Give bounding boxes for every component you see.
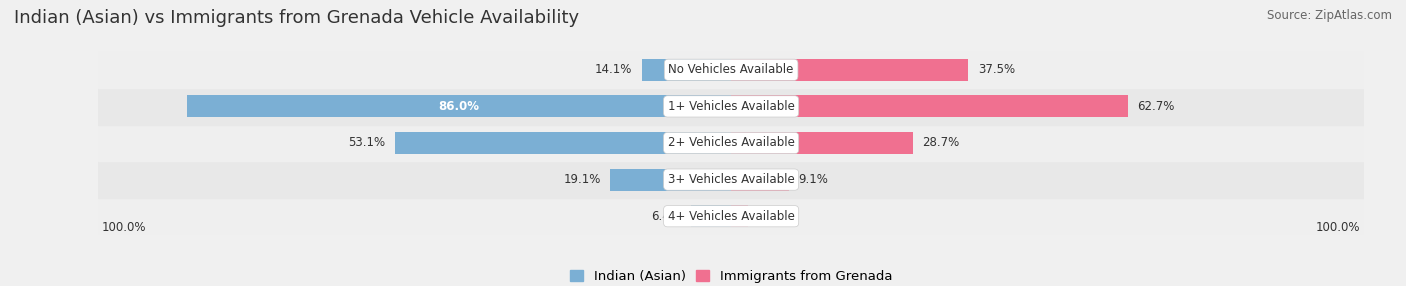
Text: No Vehicles Available: No Vehicles Available bbox=[668, 63, 794, 76]
Text: 37.5%: 37.5% bbox=[977, 63, 1015, 76]
Text: 14.1%: 14.1% bbox=[595, 63, 633, 76]
Text: 28.7%: 28.7% bbox=[922, 136, 959, 150]
Bar bbox=[731, 169, 789, 190]
Text: 62.7%: 62.7% bbox=[1137, 100, 1174, 113]
Text: Indian (Asian) vs Immigrants from Grenada Vehicle Availability: Indian (Asian) vs Immigrants from Grenad… bbox=[14, 9, 579, 27]
Bar bbox=[98, 51, 1364, 88]
Bar bbox=[731, 96, 1128, 117]
Text: 100.0%: 100.0% bbox=[101, 221, 146, 234]
Bar bbox=[643, 59, 731, 81]
Text: 9.1%: 9.1% bbox=[799, 173, 828, 186]
Bar bbox=[731, 59, 969, 81]
Text: 2+ Vehicles Available: 2+ Vehicles Available bbox=[668, 136, 794, 150]
Bar bbox=[187, 96, 731, 117]
Bar bbox=[690, 205, 731, 227]
Text: 3+ Vehicles Available: 3+ Vehicles Available bbox=[668, 173, 794, 186]
Bar bbox=[98, 198, 1364, 235]
Bar bbox=[731, 205, 748, 227]
Bar bbox=[395, 132, 731, 154]
Text: 19.1%: 19.1% bbox=[564, 173, 600, 186]
Bar bbox=[610, 169, 731, 190]
Text: 4+ Vehicles Available: 4+ Vehicles Available bbox=[668, 210, 794, 223]
Bar bbox=[731, 132, 912, 154]
Text: Source: ZipAtlas.com: Source: ZipAtlas.com bbox=[1267, 9, 1392, 21]
Bar bbox=[98, 161, 1364, 198]
Text: 1+ Vehicles Available: 1+ Vehicles Available bbox=[668, 100, 794, 113]
Bar bbox=[98, 88, 1364, 125]
Text: 100.0%: 100.0% bbox=[1316, 221, 1361, 234]
Bar bbox=[98, 125, 1364, 161]
Text: 53.1%: 53.1% bbox=[349, 136, 385, 150]
Text: 2.7%: 2.7% bbox=[758, 210, 787, 223]
Legend: Indian (Asian), Immigrants from Grenada: Indian (Asian), Immigrants from Grenada bbox=[569, 270, 893, 283]
Text: 86.0%: 86.0% bbox=[439, 100, 479, 113]
Text: 6.4%: 6.4% bbox=[651, 210, 681, 223]
